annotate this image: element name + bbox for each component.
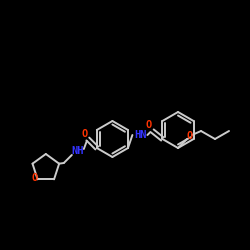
Text: O: O xyxy=(82,129,88,139)
Text: O: O xyxy=(145,120,152,130)
Text: O: O xyxy=(187,131,193,141)
Text: O: O xyxy=(32,173,38,183)
Text: NH: NH xyxy=(72,146,84,156)
Text: HN: HN xyxy=(134,130,147,140)
